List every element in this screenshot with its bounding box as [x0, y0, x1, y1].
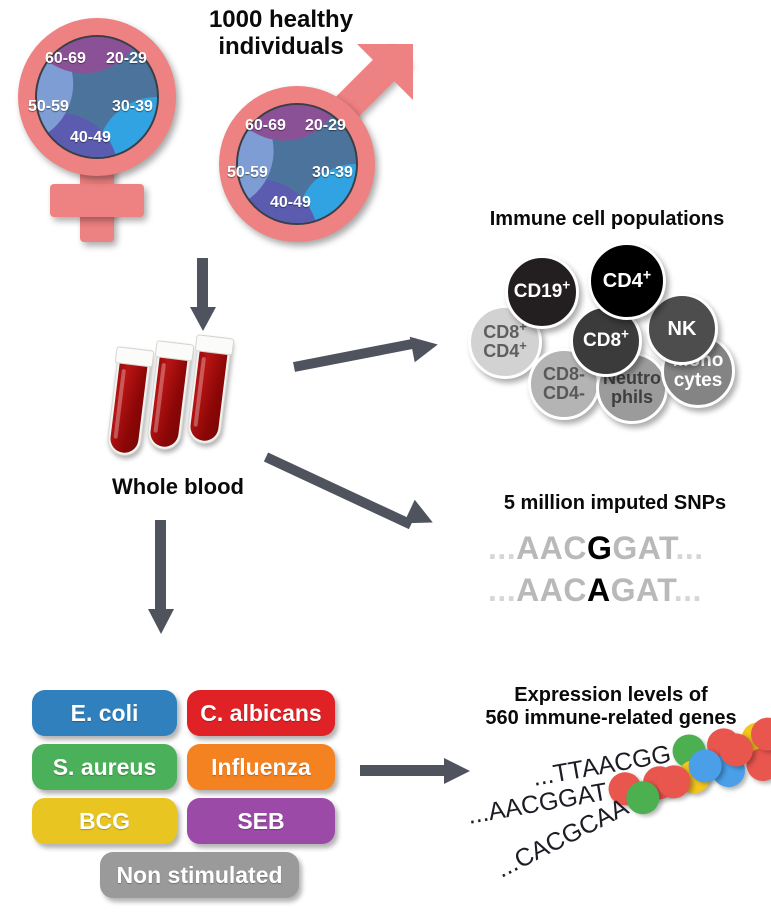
cell-nk: NK — [646, 293, 718, 365]
female-symbol-cross — [50, 184, 144, 217]
stimulus-label: S. aureus — [52, 753, 157, 780]
snp-right: GAT — [610, 572, 674, 608]
cohort-title-line1: 1000 healthy — [208, 6, 354, 33]
stimulus-influenza[interactable]: Influenza — [187, 744, 335, 790]
stimulus-s-aureus[interactable]: S. aureus — [32, 744, 177, 790]
arrow-shaft — [197, 258, 208, 310]
male-pie-label-40-49: 40-49 — [270, 194, 311, 211]
male-age-pie — [236, 103, 358, 225]
snp-left: AAC — [516, 530, 587, 566]
arrow-head — [148, 609, 174, 634]
arrow-shaft — [360, 765, 446, 776]
stimulus-e-coli[interactable]: E. coli — [32, 690, 177, 736]
arrow-shaft — [293, 338, 418, 372]
male-symbol: 20-29 30-39 40-49 50-59 60-69 — [205, 42, 420, 247]
cell-label: CD8+ CD4+ — [483, 319, 527, 361]
female-age-pie — [35, 35, 159, 159]
male-pie-label-20-29: 20-29 — [305, 117, 346, 134]
snp-suffix: ... — [675, 530, 704, 566]
stimulus-label: BCG — [78, 807, 131, 834]
snp-panel-title: 5 million imputed SNPs — [503, 492, 727, 514]
cell-label: CD8+ — [583, 326, 629, 352]
female-pie-label-30-39: 30-39 — [112, 98, 153, 115]
arrow-shaft — [155, 520, 166, 612]
female-pie-label-60-69: 60-69 — [45, 50, 86, 67]
whole-blood-label: Whole blood — [112, 474, 244, 499]
cell-label: CD4+ — [602, 266, 652, 292]
stimulus-label: E. coli — [70, 699, 139, 726]
immune-panel-title: Immune cell populations — [489, 208, 725, 230]
arrow-head — [190, 307, 216, 331]
stimulus-c-albicans[interactable]: C. albicans — [187, 690, 335, 736]
cell-label: CD8- CD4- — [542, 364, 585, 403]
arrow-stimuli-to-expression — [360, 758, 476, 792]
arrow-head — [444, 758, 470, 784]
snp-left: AAC — [516, 572, 587, 608]
snp-variant: A — [587, 572, 611, 608]
arrow-blood-to-stimuli — [145, 520, 177, 640]
female-pie-label-40-49: 40-49 — [70, 129, 111, 146]
snp-variant: G — [587, 530, 613, 566]
snp-right: GAT — [612, 530, 676, 566]
expression-title-line1: Expression levels of — [514, 684, 708, 706]
male-pie-label-50-59: 50-59 — [227, 164, 268, 181]
female-pie-label-20-29: 20-29 — [106, 50, 147, 67]
stimulus-seb[interactable]: SEB — [187, 798, 335, 844]
snp-prefix: ... — [488, 530, 517, 566]
cell-label: NK — [667, 317, 697, 340]
female-symbol: 20-29 30-39 40-49 50-59 60-69 — [8, 12, 198, 242]
male-pie-label-60-69: 60-69 — [245, 117, 286, 134]
cohort-title: 1000 healthy individuals — [176, 6, 386, 61]
arrow-cohort-to-blood — [188, 258, 218, 332]
cohort-title-line2: individuals — [218, 33, 344, 61]
expression-panel-title: Expression levels of 560 immune-related … — [454, 684, 768, 730]
snp-sequence-row: ...AACGGAT... — [488, 530, 704, 567]
stimulus-non-stimulated[interactable]: Non stimulated — [100, 852, 299, 898]
stimulus-bcg[interactable]: BCG — [32, 798, 177, 844]
arrow-blood-to-immune — [293, 330, 454, 372]
stimulus-label: C. albicans — [200, 699, 322, 726]
snp-prefix: ... — [488, 572, 517, 608]
whole-blood-tubes — [105, 334, 242, 458]
female-pie-label-50-59: 50-59 — [28, 98, 69, 115]
stimulus-label: Influenza — [211, 753, 311, 780]
cell-cd19p: CD19+ — [505, 255, 579, 329]
stimulus-label: Non stimulated — [116, 861, 283, 888]
arrow-blood-to-snps — [263, 452, 456, 552]
arrow-head — [409, 331, 441, 363]
snp-suffix: ... — [673, 572, 702, 608]
snp-sequence-row: ...AACAGAT... — [488, 572, 702, 609]
arrow-shaft — [263, 452, 414, 530]
cell-cd4p: CD4+ — [588, 242, 666, 320]
stimulus-label: SEB — [237, 807, 285, 834]
cell-label: CD19+ — [513, 277, 571, 303]
male-pie-label-30-39: 30-39 — [312, 164, 353, 181]
expression-title-line2: 560 immune-related genes — [485, 706, 737, 729]
